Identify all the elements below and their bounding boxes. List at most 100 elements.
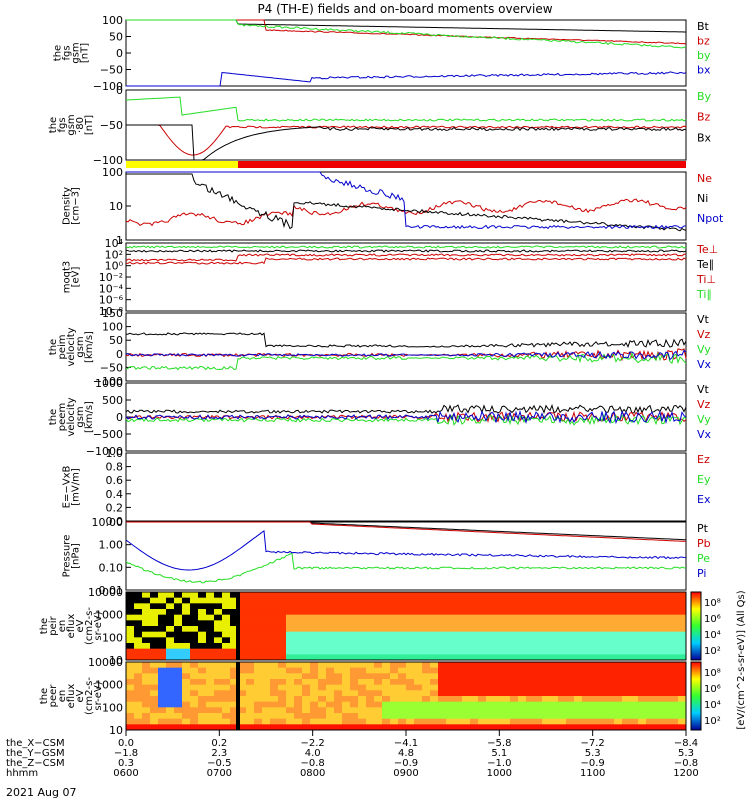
series-line-peem_vel-2: [125, 413, 687, 426]
heatmap-cell: [518, 724, 527, 731]
y-tick-label: 0.01: [99, 584, 124, 597]
heatmap-cell: [262, 654, 271, 661]
y-axis-label: Pressure[nPa]: [62, 535, 82, 578]
heatmap-cell: [502, 626, 511, 633]
heatmap-cell: [358, 592, 367, 599]
heatmap-cell: [534, 696, 543, 703]
heatmap-cell: [198, 713, 207, 720]
y-axis-label-line: peer: [48, 684, 59, 708]
heatmap-cell: [246, 597, 255, 604]
heatmap-cell: [598, 673, 607, 680]
heatmap-cell: [134, 673, 143, 680]
heatmap-cell: [414, 667, 423, 674]
heatmap-cell: [670, 597, 679, 604]
heatmap-cell: [566, 609, 575, 616]
y-axis-label-line: [cm−3]: [71, 187, 82, 225]
heatmap-cell: [142, 592, 151, 599]
heatmap-cell: [406, 667, 415, 674]
heatmap-cell: [374, 609, 383, 616]
heatmap-cell: [438, 637, 447, 644]
heatmap-cell: [598, 713, 607, 720]
y-axis-label-line: (cm2-s-: [84, 607, 95, 645]
heatmap-cell: [190, 609, 199, 616]
date-label: 2021 Aug 07: [6, 786, 76, 799]
x-axis-labels: the_X−CSM 0.0 0.2 −2.2 −4.1 −5.8 −7.2 −8.4the_Y…: [6, 730, 699, 779]
heatmap-cell: [262, 679, 271, 686]
heatmap-cell: [510, 654, 519, 661]
heatmap-cell: [638, 603, 647, 610]
heatmap-cell: [198, 667, 207, 674]
heatmap-cell: [382, 690, 391, 697]
heatmap-cell: [214, 701, 223, 708]
heatmap-cell: [302, 637, 311, 644]
heatmap-cell: [638, 667, 647, 674]
heatmap-cell: [406, 620, 415, 627]
heatmap-cell: [518, 648, 527, 655]
heatmap-cell: [342, 614, 351, 621]
heatmap-cell: [486, 673, 495, 680]
heatmap-cell: [326, 707, 335, 714]
heatmap-cell: [486, 631, 495, 638]
y-axis-label-line: Pressure: [62, 535, 73, 578]
heatmap-cell: [278, 654, 287, 661]
heatmap-cell: [142, 718, 151, 725]
heatmap-cell: [142, 626, 151, 633]
heatmap-cell: [414, 662, 423, 669]
heatmap-cell: [518, 620, 527, 627]
heatmap-cell: [590, 592, 599, 599]
heatmap-cell: [286, 662, 295, 669]
heatmap-cell: [398, 614, 407, 621]
heatmap-cell: [222, 707, 231, 714]
heatmap-cell: [374, 597, 383, 604]
heatmap-cell: [622, 690, 631, 697]
heatmap-cell: [174, 684, 183, 691]
heatmap-cell: [566, 679, 575, 686]
heatmap-cell: [158, 603, 167, 610]
heatmap-cell: [158, 679, 167, 686]
heatmap-cell: [670, 648, 679, 655]
heatmap-cell: [606, 690, 615, 697]
heatmap-cell: [622, 673, 631, 680]
heatmap-cell: [638, 626, 647, 633]
heatmap-cell: [310, 643, 319, 650]
y-tick-label: 100: [102, 14, 123, 27]
heatmap-cell: [302, 643, 311, 650]
heatmap-cell: [526, 718, 535, 725]
heatmap-cell: [182, 637, 191, 644]
heatmap-cell: [142, 713, 151, 720]
heatmap-cell: [510, 696, 519, 703]
heatmap-cell: [478, 637, 487, 644]
series-line-temperature-3: [125, 245, 687, 249]
heatmap-cell: [246, 603, 255, 610]
heatmap-cell: [478, 648, 487, 655]
heatmap-cell: [350, 679, 359, 686]
heatmap-cell: [558, 597, 567, 604]
heatmap-cell: [358, 654, 367, 661]
heatmap-cell: [478, 631, 487, 638]
heatmap-cell: [566, 597, 575, 604]
heatmap-cell: [358, 701, 367, 708]
heatmap-cell: [494, 631, 503, 638]
heatmap-cell: [158, 707, 167, 714]
heatmap-cell: [326, 620, 335, 627]
heatmap-cell: [374, 637, 383, 644]
heatmap-cell: [278, 724, 287, 731]
heatmap-cell: [142, 654, 151, 661]
heatmap-cell: [206, 626, 215, 633]
heatmap-cell: [598, 696, 607, 703]
heatmap-cell: [454, 609, 463, 616]
y-tick-label: −100: [93, 154, 123, 167]
heatmap-cell: [590, 679, 599, 686]
heatmap-cell: [230, 609, 239, 616]
heatmap-cell: [446, 690, 455, 697]
heatmap-cell: [246, 684, 255, 691]
heatmap-cell: [646, 620, 655, 627]
heatmap-cell: [206, 603, 215, 610]
heatmap-cell: [670, 707, 679, 714]
legend-temperature-0: Te⊥: [696, 243, 718, 256]
heatmap-cell: [382, 707, 391, 714]
heatmap-cell: [190, 718, 199, 725]
heatmap-cell: [622, 713, 631, 720]
heatmap-cell: [366, 637, 375, 644]
heatmap-cell: [486, 614, 495, 621]
